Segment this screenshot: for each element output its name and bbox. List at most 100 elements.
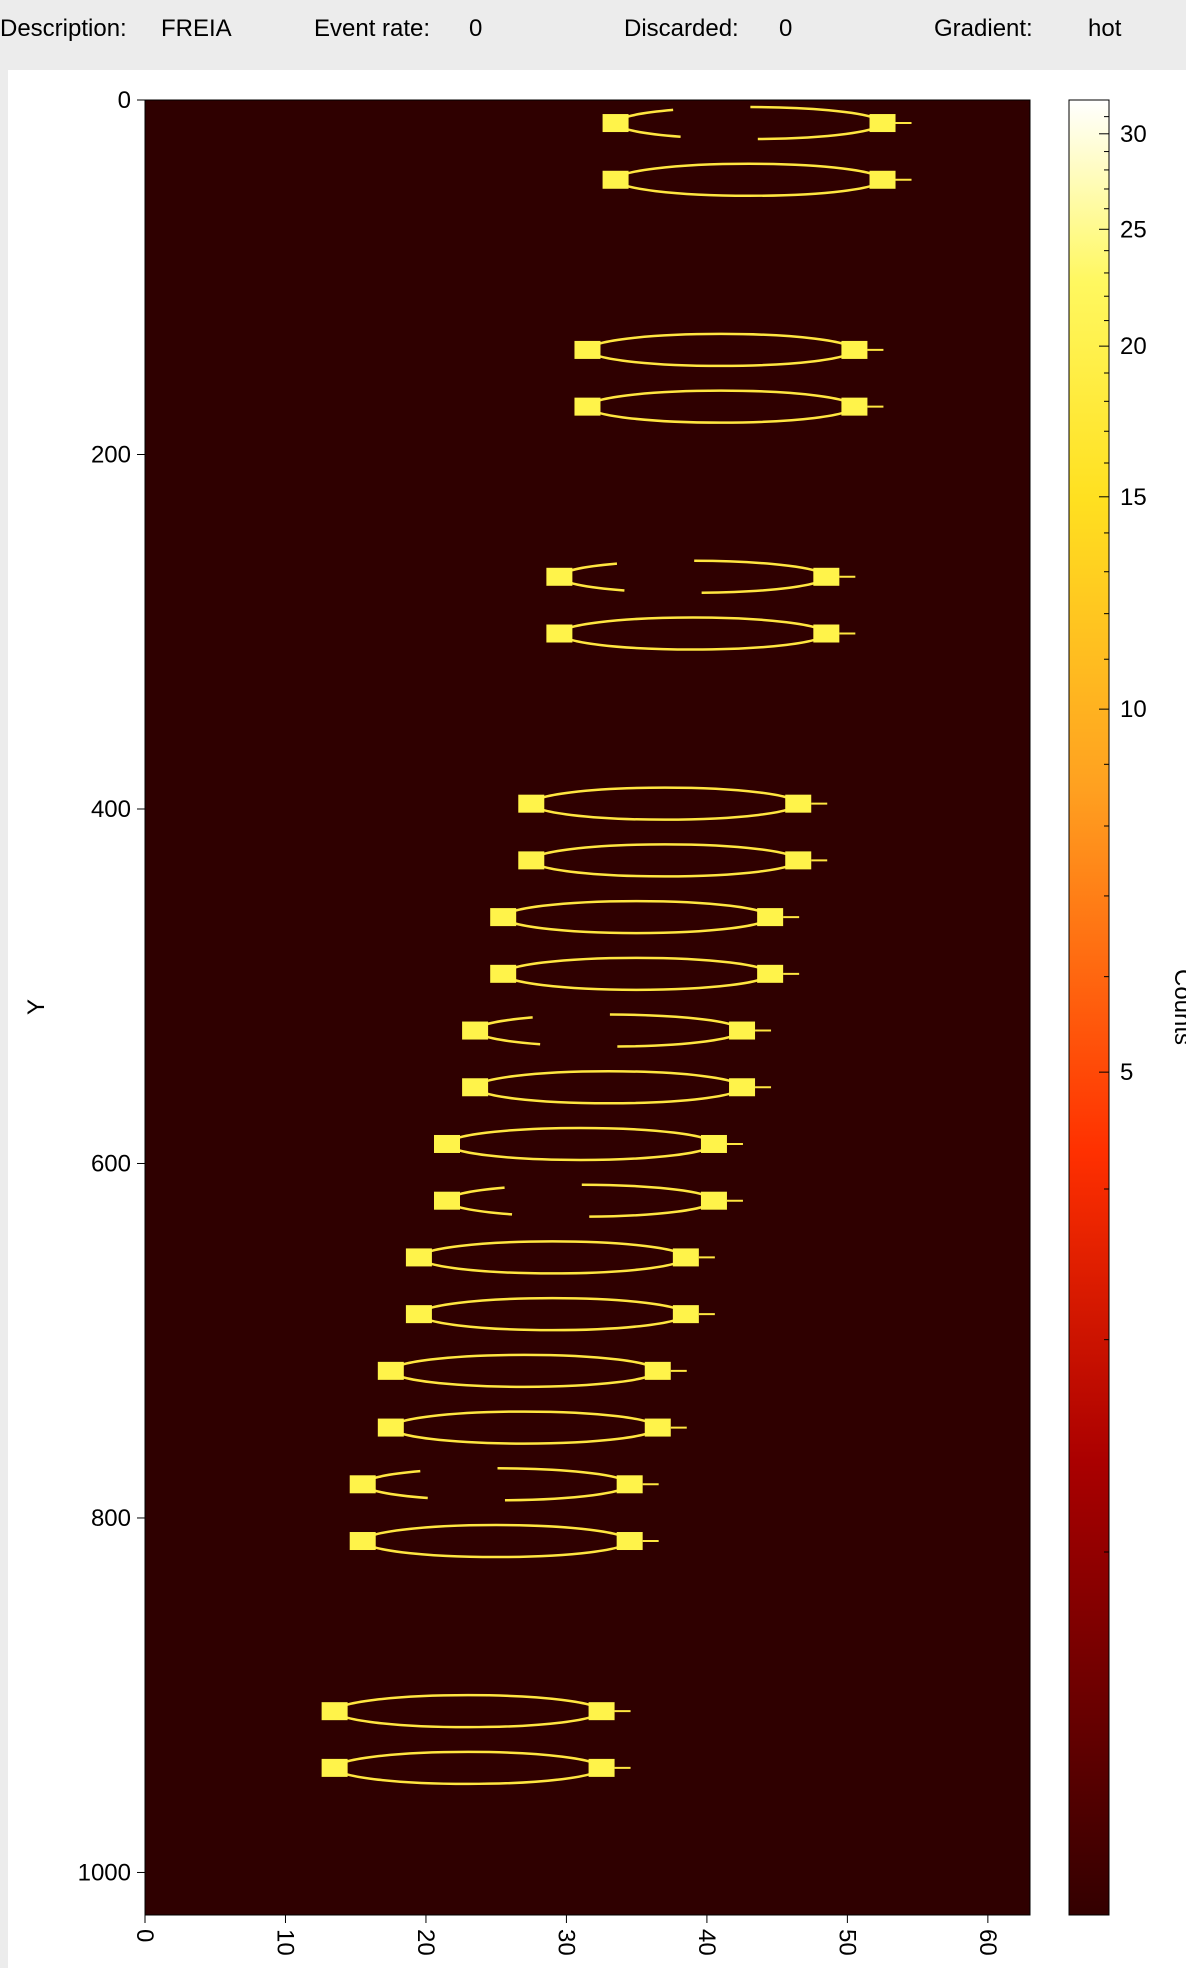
heatmap-rings (321, 105, 912, 1786)
status-bar: Description: FREIA Event rate: 0 Discard… (0, 0, 1186, 58)
x-tick-label: 30 (552, 1929, 579, 1956)
colorbar-label: Counts (1169, 969, 1186, 1045)
gradient-value: hot (1088, 15, 1122, 42)
ring-right-blob (644, 1361, 671, 1380)
ring-right-blob (813, 567, 840, 586)
ring-1 (602, 162, 912, 198)
event-rate-label: Event rate: (314, 15, 431, 42)
colorbar-tick-label: 30 (1120, 121, 1147, 148)
y-axis-label: Y (23, 999, 50, 1015)
ring-6 (518, 786, 828, 821)
ring-right-blob (841, 340, 868, 359)
y-tick-label: 600 (91, 1150, 131, 1177)
ring-2 (574, 332, 884, 368)
colorbar-tick-label: 25 (1120, 216, 1147, 243)
ring-left-blob (434, 1134, 460, 1153)
ring-left-blob (377, 1361, 404, 1380)
plot-frame (144, 99, 1031, 1916)
ring-left-blob (462, 1078, 489, 1097)
y-tick-label: 400 (91, 796, 131, 823)
colorbar (1068, 99, 1110, 1916)
colorbar-tick-label: 20 (1120, 333, 1147, 360)
ring-13 (434, 1183, 743, 1218)
heatmap-area[interactable] (145, 100, 1030, 1915)
axes: 0 200 400 600 800 1000 0 10 20 30 40 50 60 (78, 87, 1031, 1956)
ring-20 (321, 1693, 631, 1729)
ring-right-blob (869, 114, 896, 133)
ring-left-blob (349, 1532, 376, 1551)
ring-15 (405, 1296, 715, 1332)
discarded-value: 0 (779, 15, 793, 42)
ring-14 (405, 1240, 715, 1275)
ring-7 (518, 843, 828, 878)
x-tick-label: 10 (271, 1929, 298, 1956)
x-tick-label: 0 (131, 1929, 158, 1942)
ring-left-blob (602, 114, 629, 133)
ring-right-blob (785, 851, 812, 870)
ring-right-blob (841, 397, 868, 416)
ring-left-blob (546, 567, 573, 586)
x-tick-label: 20 (412, 1929, 439, 1956)
x-tick-label: 60 (974, 1929, 1001, 1956)
ring-right-blob (785, 794, 812, 813)
ring-right-blob (588, 1702, 615, 1721)
colorbar-tick-label: 10 (1120, 696, 1147, 723)
ring-left-blob (518, 851, 545, 870)
colorbar-tick-label: 5 (1120, 1059, 1133, 1086)
description-label: Description: (0, 15, 127, 42)
ring-right-blob (672, 1248, 699, 1267)
ring-right-blob (588, 1758, 615, 1777)
ring-right-blob (672, 1305, 699, 1324)
ring-left-blob (518, 794, 545, 813)
event-rate-value: 0 (469, 15, 483, 42)
ring-left-blob (546, 624, 573, 643)
ring-left-blob (377, 1418, 404, 1437)
y-tick-label: 0 (118, 87, 131, 114)
ring-right-blob (729, 1078, 756, 1097)
ring-5 (546, 616, 856, 651)
ring-left-blob (574, 340, 601, 359)
ring-left-blob (405, 1248, 432, 1267)
ring-left-blob (434, 1191, 460, 1210)
ring-21 (321, 1750, 631, 1786)
ring-4 (546, 559, 856, 595)
ring-left-blob (321, 1758, 348, 1777)
ring-left-blob (574, 397, 601, 416)
ring-left-blob (405, 1305, 432, 1324)
y-tick-label: 200 (91, 441, 131, 468)
discarded-label: Discarded: (624, 15, 739, 42)
ring-18 (349, 1467, 659, 1502)
ring-19 (349, 1523, 659, 1559)
ring-9 (490, 956, 800, 992)
description-value: FREIA (161, 15, 232, 42)
ring-right-blob (616, 1475, 643, 1494)
ring-right-blob (700, 1191, 727, 1210)
ring-3 (574, 389, 884, 424)
colorbar-tick-label: 15 (1120, 484, 1147, 511)
x-tick-label: 40 (693, 1929, 720, 1956)
ring-right-blob (700, 1134, 727, 1153)
ring-10 (462, 1013, 772, 1048)
ring-right-blob (616, 1532, 643, 1551)
ring-right-blob (644, 1418, 671, 1437)
ring-right-blob (813, 624, 840, 643)
ring-left-blob (490, 908, 517, 927)
ring-left-blob (490, 964, 517, 983)
colorbar-axis: 30 25 20 15 10 5 (1099, 99, 1147, 1553)
ring-right-blob (757, 908, 784, 927)
y-tick-label: 800 (91, 1505, 131, 1532)
ring-left-blob (349, 1475, 376, 1494)
ring-left-blob (321, 1702, 348, 1721)
gradient-label: Gradient: (934, 15, 1033, 42)
y-tick-label: 1000 (78, 1859, 131, 1886)
ring-right-blob (869, 170, 896, 189)
ring-0 (602, 105, 912, 141)
ring-12 (434, 1126, 743, 1162)
ring-left-blob (602, 170, 629, 189)
ring-16 (377, 1353, 687, 1389)
ring-8 (490, 899, 800, 935)
ring-right-blob (757, 964, 784, 983)
ring-11 (462, 1070, 772, 1105)
ring-left-blob (462, 1021, 489, 1040)
